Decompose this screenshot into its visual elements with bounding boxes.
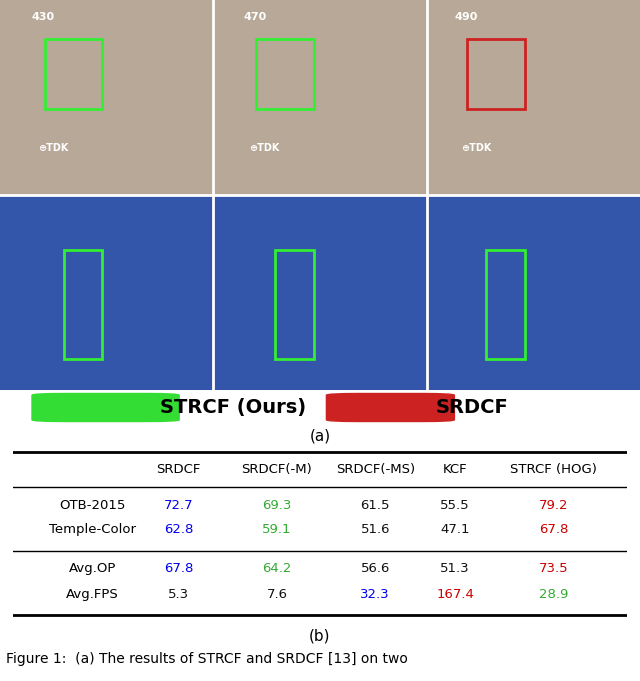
Bar [275,250,314,359]
Text: (a): (a) [309,428,331,443]
Text: Avg.OP: Avg.OP [69,563,116,575]
Text: 67.8: 67.8 [539,523,568,536]
Text: SRDCF: SRDCF [435,398,508,417]
Bar [0,195,640,390]
Text: 47.1: 47.1 [440,523,470,536]
Text: STRCF (HOG): STRCF (HOG) [510,463,597,476]
Text: 28.9: 28.9 [539,588,568,601]
Text: 32.3: 32.3 [360,588,390,601]
Text: Temple-Color: Temple-Color [49,523,136,536]
Bar [467,39,525,109]
Text: 5.3: 5.3 [168,588,189,601]
Text: 59.1: 59.1 [262,523,292,536]
Text: STRCF (Ours): STRCF (Ours) [160,398,306,417]
Bar [256,39,314,109]
Text: 56.6: 56.6 [360,563,390,575]
Text: 79.2: 79.2 [539,499,568,512]
Text: 7.6: 7.6 [266,588,287,601]
Text: SRDCF(-MS): SRDCF(-MS) [336,463,415,476]
Text: SRDCF(-M): SRDCF(-M) [242,463,312,476]
Text: 72.7: 72.7 [164,499,193,512]
Text: 55.5: 55.5 [440,499,470,512]
Text: 67.8: 67.8 [164,563,193,575]
Text: ⊕TDK: ⊕TDK [250,143,280,153]
Text: 64.2: 64.2 [262,563,292,575]
Text: 51.6: 51.6 [360,523,390,536]
Bar [0,0,640,195]
Text: ⊕TDK: ⊕TDK [38,143,68,153]
Text: 61.5: 61.5 [360,499,390,512]
Text: SRDCF: SRDCF [157,463,201,476]
Bar [45,39,102,109]
Text: KCF: KCF [443,463,467,476]
Text: 51.3: 51.3 [440,563,470,575]
Text: 430: 430 [32,12,55,22]
Text: Avg.FPS: Avg.FPS [67,588,119,601]
Text: (b): (b) [309,629,331,644]
FancyBboxPatch shape [32,394,179,422]
Text: 470: 470 [243,12,266,22]
Text: OTB-2015: OTB-2015 [60,499,126,512]
Text: 167.4: 167.4 [436,588,474,601]
Text: 62.8: 62.8 [164,523,193,536]
Text: ⊕TDK: ⊕TDK [461,143,491,153]
Text: 73.5: 73.5 [539,563,568,575]
Text: 69.3: 69.3 [262,499,292,512]
Bar [486,250,525,359]
Text: Figure 1:  (a) The results of STRCF and SRDCF [13] on two: Figure 1: (a) The results of STRCF and S… [6,652,408,666]
FancyBboxPatch shape [326,394,454,422]
Text: 490: 490 [454,12,478,22]
Bar [64,250,102,359]
